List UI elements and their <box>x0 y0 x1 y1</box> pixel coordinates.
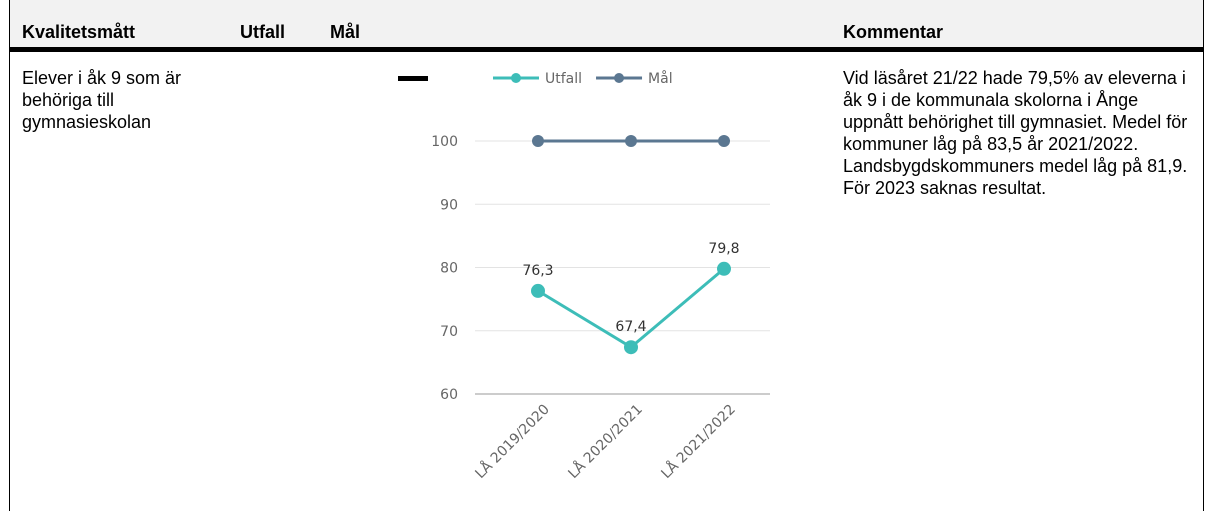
data-point <box>718 135 730 147</box>
legend-label: Utfall <box>545 71 582 87</box>
data-point <box>625 135 637 147</box>
header-cell: Kvalitetsmått <box>22 22 136 42</box>
measure: Elever i åk 9 som är behöriga till gymna… <box>22 68 182 132</box>
data-point <box>532 135 544 147</box>
border <box>1203 0 1204 511</box>
data-point <box>531 283 545 298</box>
y-tick-label: 60 <box>440 387 458 403</box>
header-cell: Utfall <box>240 22 285 42</box>
data-label: 76,3 <box>522 263 553 279</box>
y-tick-label: 80 <box>440 261 458 277</box>
border <box>9 0 10 511</box>
x-tick-label: LÅ 2021/2022 <box>658 401 739 482</box>
data-label: 67,4 <box>615 319 646 335</box>
x-tick-label: LÅ 2020/2021 <box>565 401 646 482</box>
comment: Vid läsåret 21/22 hade 79,5% av eleverna… <box>843 68 1188 198</box>
header-cell: Mål <box>330 22 361 42</box>
legend-label: Mål <box>648 70 673 87</box>
data-point <box>717 261 731 276</box>
header-cell: Kommentar <box>843 22 944 42</box>
data-label: 79,8 <box>708 241 739 257</box>
status-dash <box>398 76 428 81</box>
y-tick-label: 100 <box>431 134 458 150</box>
y-tick-label: 90 <box>440 197 458 213</box>
data-point <box>624 340 638 355</box>
y-tick-label: 70 <box>440 324 458 340</box>
x-tick-label: LÅ 2019/2020 <box>472 401 553 482</box>
series-line <box>537 267 725 350</box>
legend-marker <box>614 73 625 83</box>
legend-marker <box>511 73 521 83</box>
header-row <box>9 0 1203 52</box>
